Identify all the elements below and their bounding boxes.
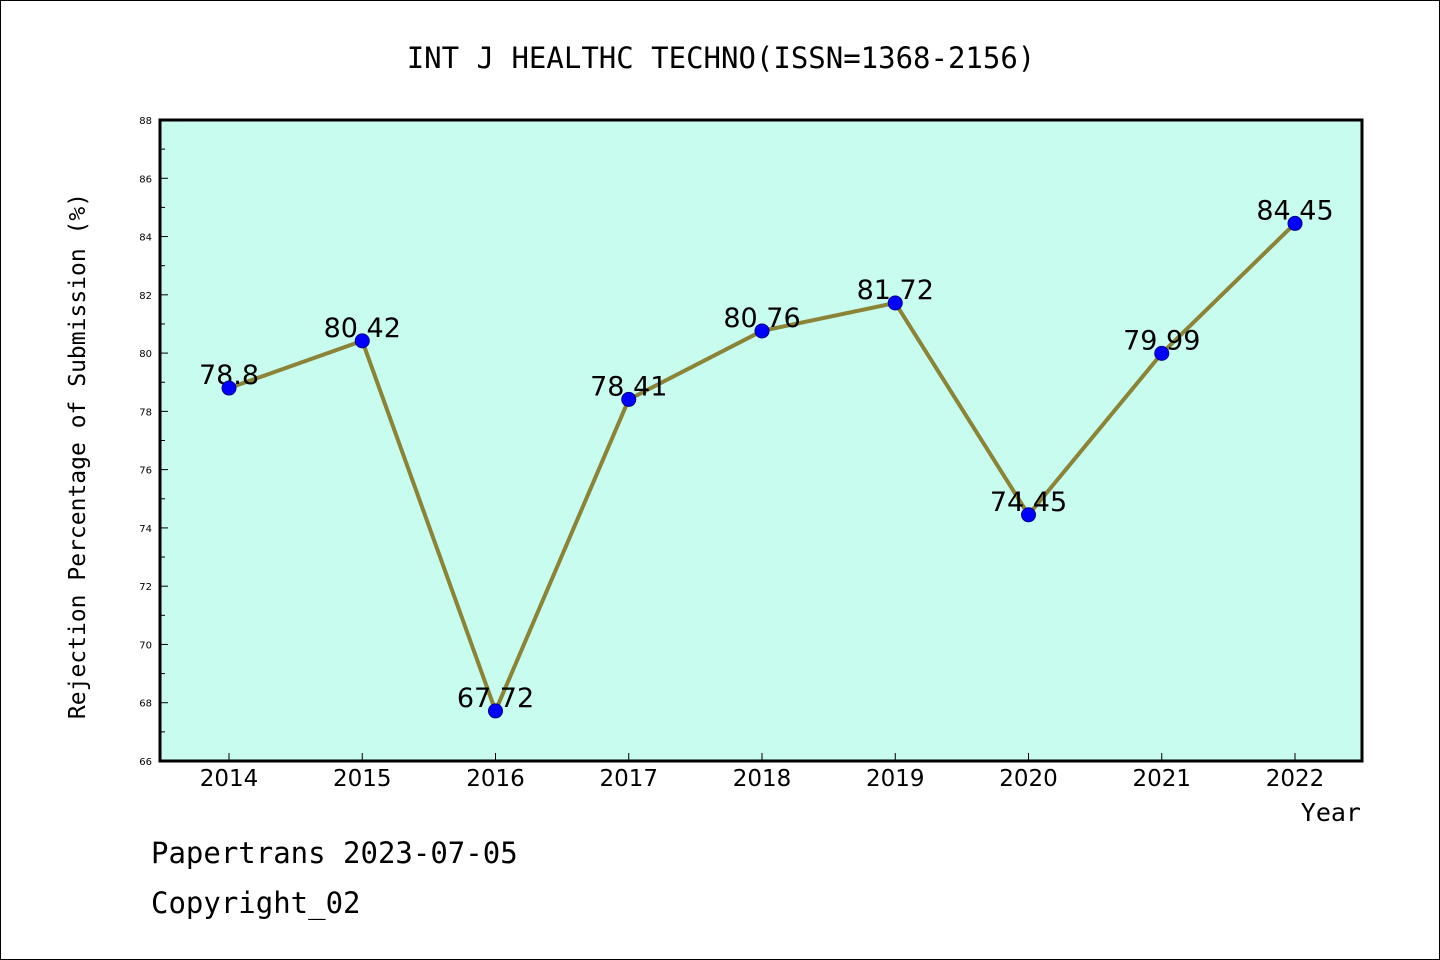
footer-date-text: Papertrans 2023-07-05 xyxy=(151,836,518,870)
y-tick-label: 72 xyxy=(139,582,152,593)
footer-copyright-text: Copyright_02 xyxy=(151,886,361,920)
series-markers xyxy=(221,215,1303,719)
data-point xyxy=(221,380,237,396)
y-tick-label: 68 xyxy=(139,699,152,710)
x-tick-label: 2017 xyxy=(599,766,658,792)
chart-title: INT J HEALTHC TECHNO(ISSN=1368-2156) xyxy=(407,41,1036,75)
x-tick-label: 2016 xyxy=(466,766,525,792)
y-tick-label: 82 xyxy=(139,291,152,302)
x-axis: 2014 2015 2016 2017 2018 2019 2020 2021 2022 xyxy=(200,753,1325,792)
y-tick-label: 88 xyxy=(139,116,152,127)
x-tick-label: 2018 xyxy=(733,766,792,792)
y-tick-label: 66 xyxy=(139,757,152,768)
y-tick-label: 78 xyxy=(139,407,152,418)
y-tick-label: 70 xyxy=(139,640,152,651)
x-tick-label: 2022 xyxy=(1266,766,1325,792)
data-point xyxy=(488,703,503,719)
data-point xyxy=(754,323,770,339)
plot-frame xyxy=(158,118,1364,763)
data-point xyxy=(1287,215,1303,231)
y-tick-label: 80 xyxy=(139,349,152,360)
plot-area xyxy=(160,120,1362,761)
data-point xyxy=(887,295,903,311)
data-point xyxy=(354,333,370,349)
x-tick-label: 2014 xyxy=(200,766,259,792)
data-point xyxy=(1021,507,1036,523)
data-point xyxy=(1154,345,1170,361)
y-axis: 66 68 70 72 74 76 78 80 82 84 86 88 xyxy=(139,116,168,768)
y-tick-label: 76 xyxy=(139,466,152,477)
x-tick-label: 2015 xyxy=(333,766,392,792)
x-tick-label: 2020 xyxy=(999,766,1058,792)
y-tick-label: 86 xyxy=(139,174,152,185)
data-labels: 78.880.4267.7278.4180.7681.7274.4579.998… xyxy=(199,195,1334,713)
x-tick-label: 2021 xyxy=(1132,766,1191,792)
data-point xyxy=(621,391,637,407)
y-axis-title: Rejection Percentage of Submission (%) xyxy=(65,193,91,719)
x-axis-title: Year xyxy=(1301,798,1361,827)
y-tick-label: 84 xyxy=(139,233,152,244)
y-tick-label: 74 xyxy=(139,524,152,535)
x-tick-label: 2019 xyxy=(866,766,925,792)
